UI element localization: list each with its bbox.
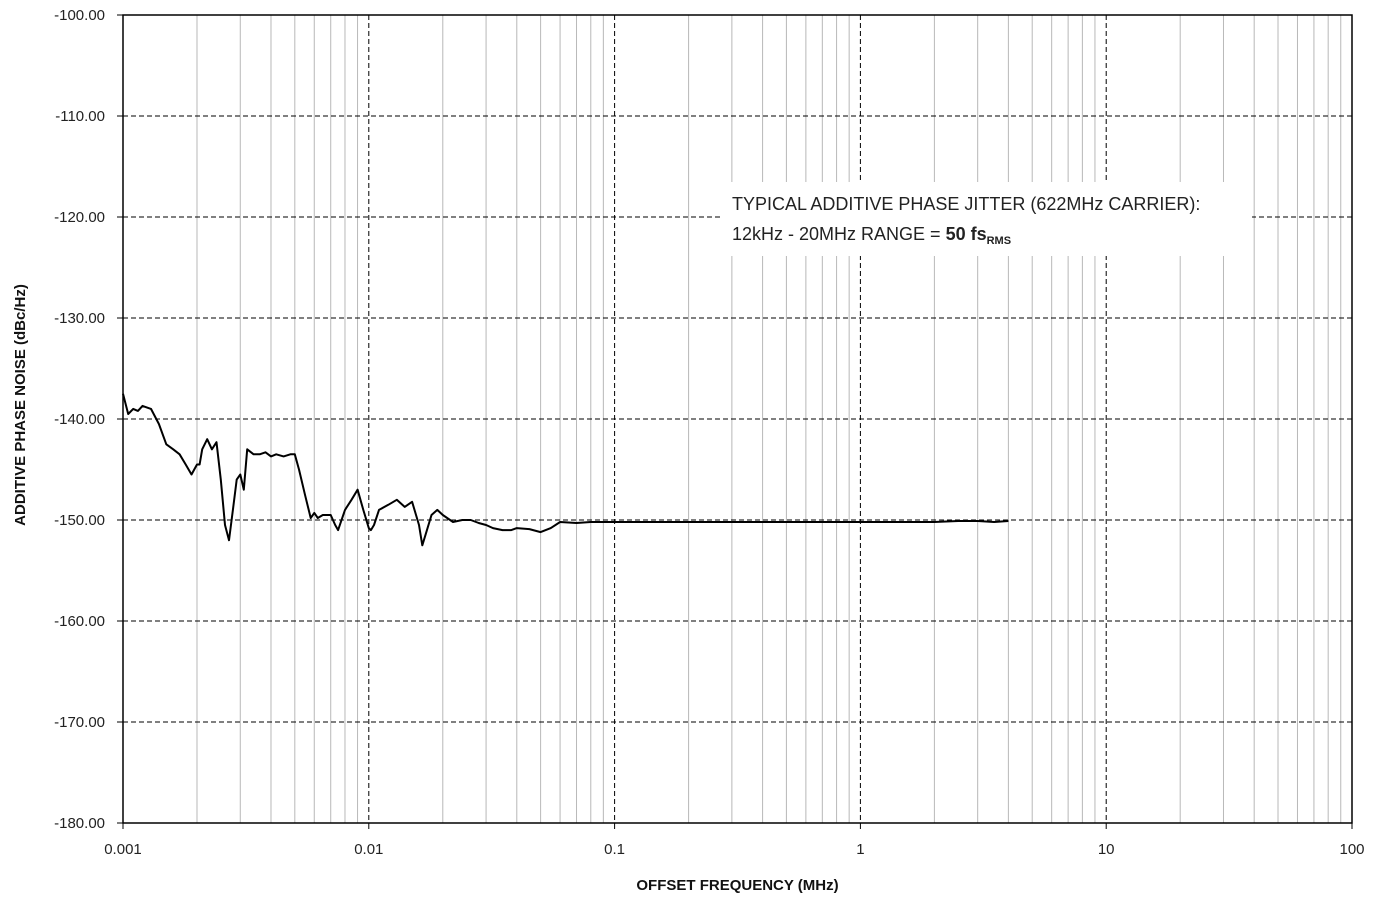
y-tick-label: -170.00	[54, 714, 105, 731]
annotation-line-1: TYPICAL ADDITIVE PHASE JITTER (622MHz CA…	[732, 194, 1200, 214]
x-tick-label: 100	[1339, 841, 1364, 858]
y-tick-label: -100.00	[54, 7, 105, 24]
annotation-jitter-unit: RMS	[987, 235, 1011, 247]
x-tick-label: 0.01	[354, 841, 383, 858]
annotation-jitter-value: 50 fs	[946, 224, 987, 244]
x-axis-tick-labels: 0.001 0.01 0.1 1 10 100	[104, 823, 1365, 858]
y-axis-tick-labels: -100.00 -110.00 -120.00 -130.00 -140.00 -150.…	[54, 7, 123, 832]
x-tick-label: 1	[856, 841, 864, 858]
annotation-background	[722, 182, 1252, 256]
y-tick-label: -150.00	[54, 512, 105, 529]
y-tick-label: -130.00	[54, 310, 105, 327]
y-axis-title: ADDITIVE PHASE NOISE (dBc/Hz)	[12, 284, 29, 526]
series-layer	[122, 393, 1009, 547]
x-tick-label: 0.001	[104, 841, 142, 858]
y-tick-label: -160.00	[54, 613, 105, 630]
y-tick-label: -120.00	[54, 209, 105, 226]
jitter-annotation: TYPICAL ADDITIVE PHASE JITTER (622MHz CA…	[722, 182, 1252, 256]
major-gridlines	[123, 15, 1352, 823]
x-tick-label: 10	[1098, 841, 1115, 858]
y-tick-label: -180.00	[54, 815, 105, 832]
annotation-range-text: 12kHz - 20MHz RANGE =	[732, 224, 946, 244]
y-tick-label: -140.00	[54, 411, 105, 428]
phase-noise-series-line	[122, 393, 1009, 547]
x-tick-label: 0.1	[604, 841, 625, 858]
annotation-line-2: 12kHz - 20MHz RANGE = 50 fsRMS	[732, 224, 1011, 247]
y-tick-label: -110.00	[55, 108, 105, 125]
x-axis-title: OFFSET FREQUENCY (MHz)	[636, 877, 838, 894]
